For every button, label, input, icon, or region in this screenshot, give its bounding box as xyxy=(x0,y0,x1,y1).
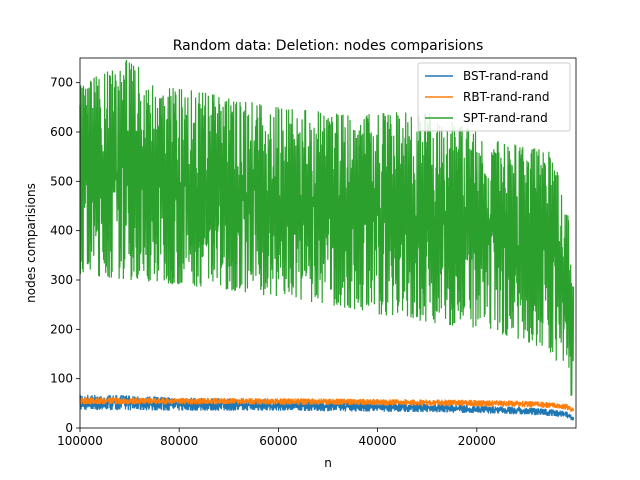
series-line-SPT-rand-rand xyxy=(79,60,575,396)
x-tick-label: 80000 xyxy=(160,434,198,448)
y-tick-label: 300 xyxy=(50,273,73,287)
chart-title: Random data: Deletion: nodes comparision… xyxy=(173,38,484,54)
plot-area xyxy=(79,60,575,421)
x-tick-label: 100000 xyxy=(57,434,103,448)
axes-frame xyxy=(79,57,577,429)
legend-box xyxy=(417,62,571,132)
x-axis: 100000 80000 60000 40000 20000 xyxy=(57,428,496,448)
series-line-RBT-rand-rand xyxy=(79,397,575,413)
y-tick-label: 200 xyxy=(50,322,73,336)
y-tick-label: 0 xyxy=(65,421,73,435)
legend-label: BST-rand-rand xyxy=(463,69,549,83)
y-tick-label: 400 xyxy=(50,224,73,238)
legend-label: SPT-rand-rand xyxy=(463,111,548,125)
x-tick-label: 40000 xyxy=(359,434,397,448)
y-tick-label: 700 xyxy=(50,76,73,90)
y-tick-label: 500 xyxy=(50,174,73,188)
legend-label: RBT-rand-rand xyxy=(463,90,549,104)
x-tick-label: 20000 xyxy=(458,434,496,448)
y-tick-label: 100 xyxy=(50,372,73,386)
y-tick-label: 600 xyxy=(50,125,73,139)
legend: BST-rand-rand RBT-rand-rand SPT-rand-rand xyxy=(417,62,571,132)
x-axis-label: n xyxy=(324,456,332,470)
y-axis: 0 100 200 300 400 500 600 700 xyxy=(50,76,80,435)
x-tick-label: 60000 xyxy=(259,434,297,448)
y-axis-label: nodes comparisions xyxy=(24,183,38,303)
